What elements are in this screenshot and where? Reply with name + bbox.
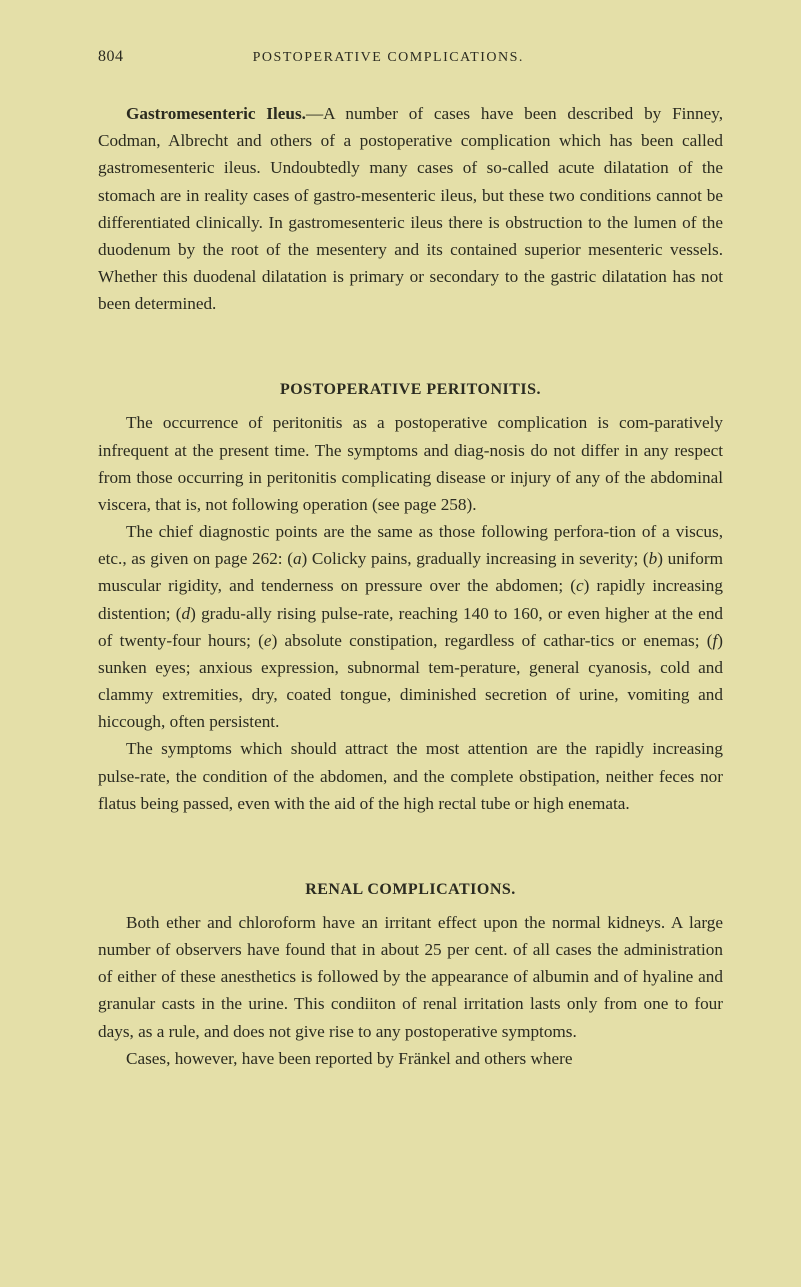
- page: 804 POSTOPERATIVE COMPLICATIONS. Gastrom…: [0, 0, 801, 1287]
- renal-p1: Both ether and chloroform have an irrita…: [98, 909, 723, 1045]
- runin-head-gastromesenteric: Gastromesenteric Ileus.: [126, 104, 306, 123]
- para1-text: —A number of cases have been described b…: [98, 104, 723, 313]
- list-letter-a: a: [293, 549, 302, 568]
- list-letter-c: c: [576, 576, 584, 595]
- renal-p2: Cases, however, have been reported by Fr…: [98, 1045, 723, 1072]
- section-head-renal: RENAL COMPLICATIONS.: [98, 881, 723, 899]
- peritonitis-p1: The occurrence of peritonitis as a posto…: [98, 409, 723, 518]
- para-gastromesenteric-ileus: Gastromesenteric Ileus.—A number of case…: [98, 100, 723, 317]
- peritonitis-p2: The chief diagnostic points are the same…: [98, 518, 723, 735]
- p2-a-after: ) Colicky pains, gradually increasing in…: [302, 549, 649, 568]
- page-header: 804 POSTOPERATIVE COMPLICATIONS.: [98, 48, 723, 66]
- list-letter-b: b: [649, 549, 658, 568]
- running-head: POSTOPERATIVE COMPLICATIONS.: [84, 50, 694, 66]
- list-letter-e: e: [264, 631, 272, 650]
- p2-e-after: ) absolute constipation, regardless of c…: [272, 631, 713, 650]
- section-head-peritonitis: POSTOPERATIVE PERITONITIS.: [98, 381, 723, 399]
- list-letter-d: d: [182, 604, 191, 623]
- peritonitis-p3: The symptoms which should attract the mo…: [98, 735, 723, 817]
